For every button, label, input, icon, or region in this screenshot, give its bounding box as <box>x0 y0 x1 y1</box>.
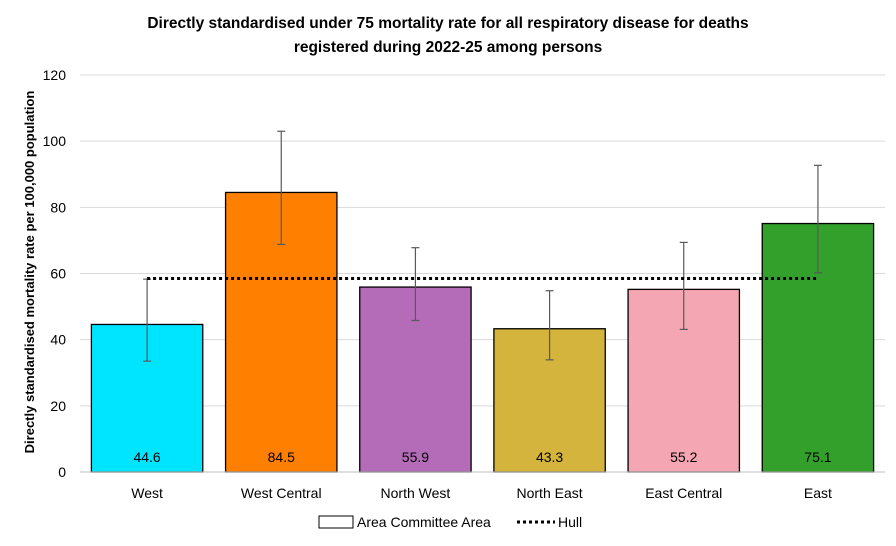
error-bar-east-central <box>679 241 688 331</box>
x-category-label: West <box>131 485 163 501</box>
value-label: 75.1 <box>804 449 831 465</box>
y-axis-ticks: 0 20 40 60 80 100 120 <box>43 67 67 480</box>
x-axis-categories: West West Central North West North East East… <box>131 485 832 501</box>
x-category-label: North West <box>381 485 451 501</box>
value-label: 44.6 <box>133 449 160 465</box>
legend-swatch-area <box>318 515 354 529</box>
x-category-label: East Central <box>645 485 722 501</box>
x-category-label: East <box>804 485 832 501</box>
x-category-label: North East <box>517 485 583 501</box>
value-labels: 44.6 84.5 55.9 43.3 55.2 75.1 <box>133 449 831 465</box>
value-label: 84.5 <box>268 449 295 465</box>
x-category-label: West Central <box>241 485 322 501</box>
error-bar-east <box>813 164 822 274</box>
y-tick-label-100: 100 <box>43 133 67 149</box>
y-tick-label-40: 40 <box>50 332 66 348</box>
error-bar-north-west <box>411 247 420 322</box>
y-tick-label-80: 80 <box>50 199 66 215</box>
value-label: 55.9 <box>402 449 429 465</box>
bars <box>90 191 875 473</box>
legend-label-area: Area Committee Area <box>357 514 491 530</box>
y-tick-label-120: 120 <box>43 67 67 83</box>
y-tick-label-60: 60 <box>50 266 66 282</box>
value-label: 43.3 <box>536 449 563 465</box>
error-bar-north-east <box>545 290 554 361</box>
y-tick-label-20: 20 <box>50 398 66 414</box>
chart-title-line-1: Directly standardised under 75 mortality… <box>147 15 748 32</box>
value-label: 55.2 <box>670 449 697 465</box>
y-tick-label-0: 0 <box>58 464 66 480</box>
y-axis-label: Directly standardised mortality rate per… <box>22 91 37 454</box>
legend-label-hull: Hull <box>558 514 582 530</box>
grid <box>80 74 885 407</box>
chart-title-line-2: registered during 2022-25 among persons <box>294 39 602 56</box>
legend: Area Committee Area Hull <box>318 514 582 530</box>
error-bars <box>143 130 822 362</box>
error-bar-west-central <box>277 130 286 245</box>
